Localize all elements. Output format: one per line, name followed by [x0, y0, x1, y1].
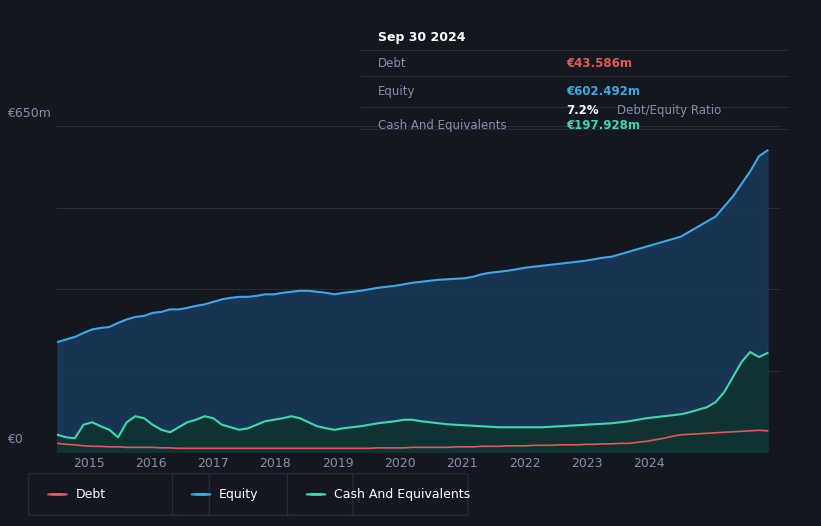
Circle shape [48, 494, 67, 495]
Text: €43.586m: €43.586m [566, 57, 632, 70]
Text: €602.492m: €602.492m [566, 85, 640, 98]
Circle shape [306, 494, 326, 495]
Text: Equity: Equity [378, 85, 415, 98]
Text: Debt: Debt [378, 57, 407, 70]
Text: €650m: €650m [7, 107, 51, 120]
Text: Debt: Debt [76, 488, 106, 501]
Text: Sep 30 2024: Sep 30 2024 [378, 31, 466, 44]
Text: 7.2%: 7.2% [566, 104, 599, 117]
Text: €0: €0 [7, 433, 23, 446]
Text: Cash And Equivalents: Cash And Equivalents [334, 488, 470, 501]
Circle shape [191, 494, 211, 495]
Text: Equity: Equity [219, 488, 259, 501]
Text: Cash And Equivalents: Cash And Equivalents [378, 119, 507, 132]
Text: €197.928m: €197.928m [566, 119, 640, 132]
Text: Debt/Equity Ratio: Debt/Equity Ratio [617, 104, 722, 117]
